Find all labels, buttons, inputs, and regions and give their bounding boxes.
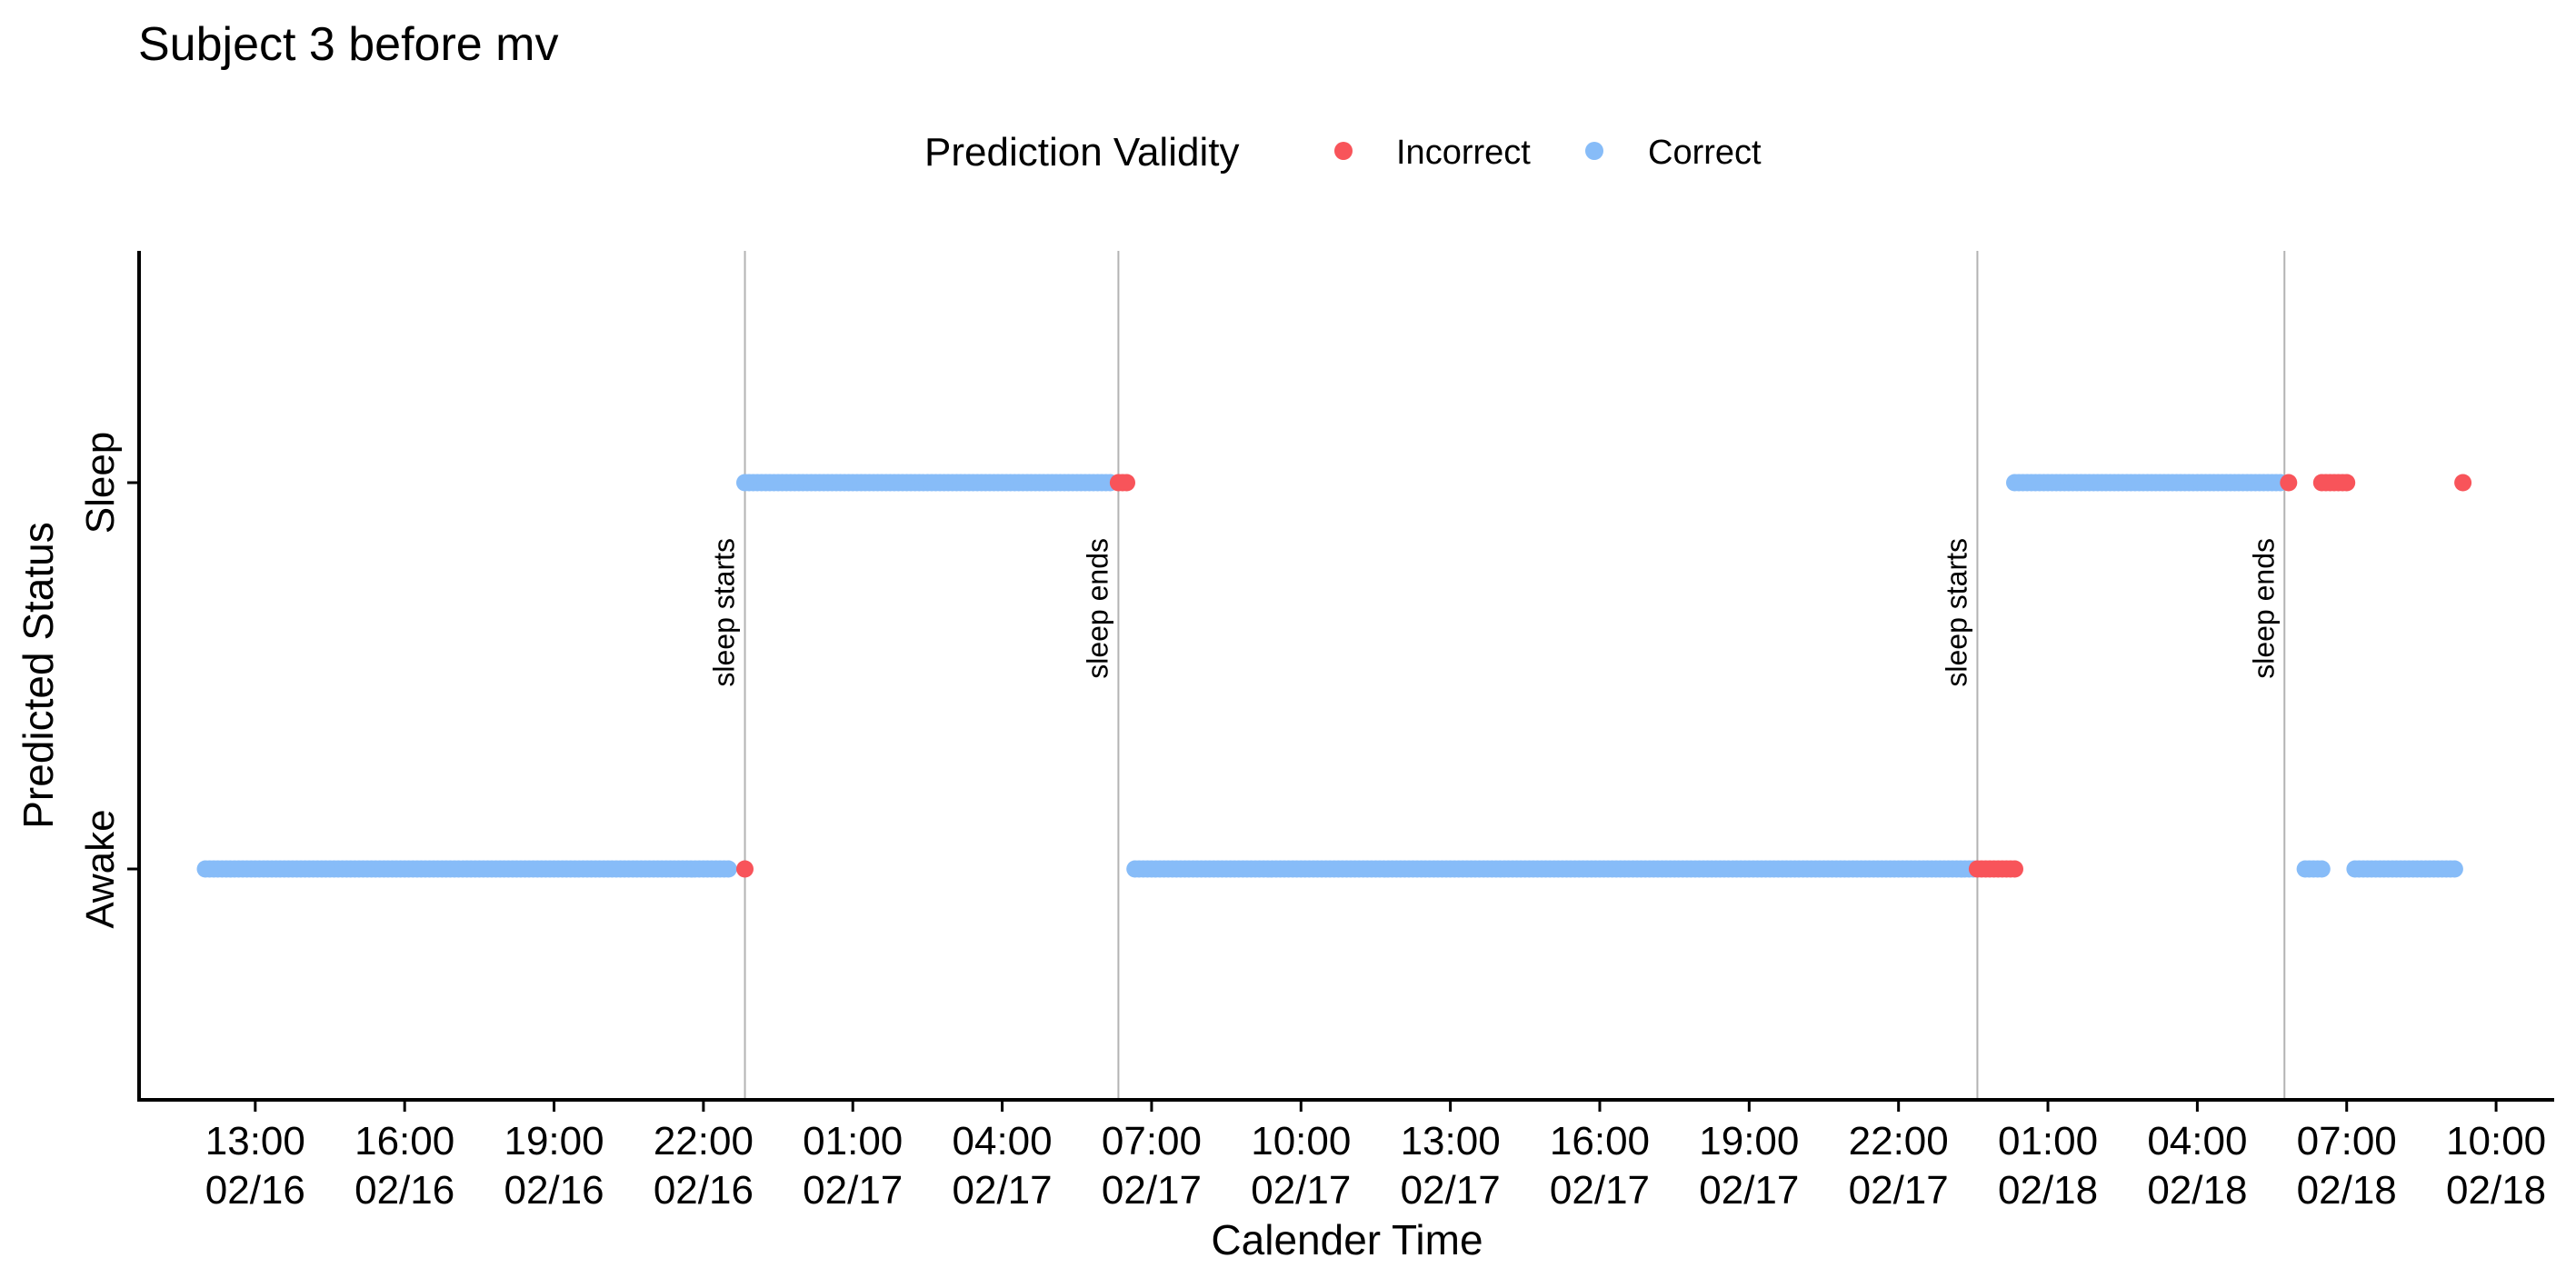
x-tick-date: 02/16 bbox=[205, 1168, 305, 1213]
point-incorrect bbox=[1118, 474, 1135, 492]
x-tick-time: 01:00 bbox=[1998, 1119, 2098, 1163]
x-tick-date: 02/17 bbox=[1102, 1168, 1202, 1213]
x-tick-time: 10:00 bbox=[1251, 1119, 1351, 1163]
x-tick-time: 19:00 bbox=[504, 1119, 604, 1163]
point-correct bbox=[719, 860, 737, 878]
x-tick-date: 02/16 bbox=[504, 1168, 604, 1213]
x-tick-date: 02/17 bbox=[1699, 1168, 1799, 1213]
x-tick-time: 16:00 bbox=[1550, 1119, 1650, 1163]
sleep-boundary-label: sleep starts bbox=[708, 538, 741, 687]
x-tick-date: 02/17 bbox=[953, 1168, 1053, 1213]
point-correct bbox=[2312, 860, 2331, 878]
x-tick-time: 04:00 bbox=[953, 1119, 1053, 1163]
legend-label-incorrect: Incorrect bbox=[1396, 134, 1531, 172]
legend-key-incorrect bbox=[1334, 142, 1353, 160]
x-axis-label: Calender Time bbox=[1211, 1216, 1483, 1263]
point-incorrect bbox=[2280, 474, 2298, 492]
sleep-boundary-label: sleep starts bbox=[1940, 538, 1972, 687]
sleep-boundary-label: sleep ends bbox=[2247, 538, 2280, 679]
sleep-boundary-label: sleep ends bbox=[1081, 538, 1113, 679]
legend: Prediction Validity Incorrect Correct bbox=[924, 130, 1762, 175]
x-tick-time: 04:00 bbox=[2147, 1119, 2247, 1163]
x-tick-time: 22:00 bbox=[654, 1119, 754, 1163]
x-tick-time: 13:00 bbox=[1401, 1119, 1501, 1163]
x-tick-date: 02/16 bbox=[654, 1168, 754, 1213]
point-incorrect bbox=[736, 860, 754, 878]
x-tick-date: 02/17 bbox=[1550, 1168, 1650, 1213]
x-tick-date: 02/18 bbox=[2446, 1168, 2546, 1213]
x-tick-time: 13:00 bbox=[205, 1119, 305, 1163]
point-incorrect bbox=[2454, 474, 2472, 492]
x-tick-time: 19:00 bbox=[1699, 1119, 1799, 1163]
y-tick-label-sleep: Sleep bbox=[78, 432, 123, 534]
x-tick-time: 07:00 bbox=[2297, 1119, 2397, 1163]
legend-key-correct bbox=[1585, 142, 1603, 160]
x-tick-time: 07:00 bbox=[1102, 1119, 1202, 1163]
y-tick-label-awake: Awake bbox=[78, 809, 123, 928]
x-tick-date: 02/17 bbox=[803, 1168, 903, 1213]
point-incorrect bbox=[2006, 860, 2023, 878]
y-axis-label: Predicted Status bbox=[15, 522, 62, 829]
x-tick-date: 02/16 bbox=[354, 1168, 454, 1213]
x-tick-time: 10:00 bbox=[2446, 1119, 2546, 1163]
legend-label-correct: Correct bbox=[1648, 134, 1762, 172]
y-axis: Sleep Awake Predicted Status bbox=[15, 251, 141, 1100]
x-tick-date: 02/17 bbox=[1251, 1168, 1351, 1213]
x-tick-date: 02/18 bbox=[2147, 1168, 2247, 1213]
x-tick-date: 02/18 bbox=[2297, 1168, 2397, 1213]
x-tick-time: 22:00 bbox=[1849, 1119, 1949, 1163]
x-tick-date: 02/17 bbox=[1401, 1168, 1501, 1213]
x-tick-date: 02/17 bbox=[1849, 1168, 1949, 1213]
data-points bbox=[196, 474, 2472, 878]
x-axis: 13:00 02/16 16:00 02/16 19:00 02/16 22:00 02/16… bbox=[137, 1098, 2554, 1263]
x-ticks: 13:00 02/16 16:00 02/16 19:00 02/16 22:00 02/16… bbox=[205, 1100, 2546, 1213]
legend-title: Prediction Validity bbox=[924, 130, 1239, 175]
sleep-boundary-lines: sleep starts sleep ends sleep starts sleep … bbox=[708, 251, 2286, 1100]
point-correct bbox=[2445, 860, 2463, 878]
x-tick-date: 02/18 bbox=[1998, 1168, 2098, 1213]
x-tick-time: 01:00 bbox=[803, 1119, 903, 1163]
x-tick-time: 16:00 bbox=[354, 1119, 454, 1163]
chart-title: Subject 3 before mv bbox=[138, 18, 558, 71]
point-incorrect bbox=[2338, 474, 2356, 492]
